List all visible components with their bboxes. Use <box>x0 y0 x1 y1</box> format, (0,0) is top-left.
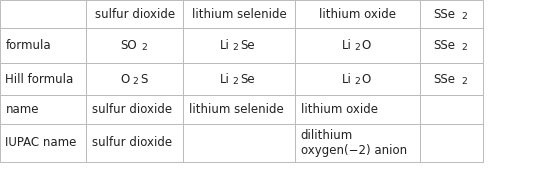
Text: name: name <box>5 103 39 116</box>
Text: Li: Li <box>220 39 230 52</box>
Bar <box>183 95 295 124</box>
Text: lithium selenide: lithium selenide <box>192 8 287 21</box>
Bar <box>295 124 420 162</box>
Text: 2: 2 <box>132 77 138 86</box>
Text: dilithium
oxygen(−2) anion: dilithium oxygen(−2) anion <box>301 129 407 157</box>
Bar <box>86 63 183 95</box>
Text: O: O <box>120 73 129 86</box>
Bar <box>86 95 183 124</box>
Bar <box>420 124 483 162</box>
Bar <box>295 63 420 95</box>
Text: Li: Li <box>220 73 230 86</box>
Text: SSe: SSe <box>434 39 455 52</box>
Text: 2: 2 <box>233 77 239 86</box>
Bar <box>0 28 86 63</box>
Text: SSe: SSe <box>434 73 455 86</box>
Text: lithium selenide: lithium selenide <box>189 103 284 116</box>
Text: lithium oxide: lithium oxide <box>319 8 396 21</box>
Bar <box>0 63 86 95</box>
Text: 2: 2 <box>354 77 360 86</box>
Bar <box>86 28 183 63</box>
Text: Se: Se <box>240 73 255 86</box>
Bar <box>420 63 483 95</box>
Text: 2: 2 <box>354 43 360 53</box>
Bar <box>0 0 86 28</box>
Text: S: S <box>140 73 147 86</box>
Text: IUPAC name: IUPAC name <box>5 136 77 149</box>
Text: sulfur dioxide: sulfur dioxide <box>92 136 172 149</box>
Text: Hill formula: Hill formula <box>5 73 74 86</box>
Text: O: O <box>362 73 371 86</box>
Text: Li: Li <box>341 73 352 86</box>
Bar <box>295 0 420 28</box>
Bar <box>420 28 483 63</box>
Text: sulfur dioxide: sulfur dioxide <box>92 103 172 116</box>
Bar <box>183 63 295 95</box>
Bar <box>420 0 483 28</box>
Bar <box>420 95 483 124</box>
Bar <box>86 0 183 28</box>
Bar <box>295 95 420 124</box>
Text: lithium oxide: lithium oxide <box>301 103 378 116</box>
Text: 2: 2 <box>233 43 239 53</box>
Bar <box>0 124 86 162</box>
Text: Li: Li <box>341 39 352 52</box>
Text: Se: Se <box>240 39 255 52</box>
Text: sulfur dioxide: sulfur dioxide <box>95 8 175 21</box>
Bar <box>183 124 295 162</box>
Text: O: O <box>362 39 371 52</box>
Bar <box>295 28 420 63</box>
Bar <box>183 28 295 63</box>
Text: 2: 2 <box>462 43 467 53</box>
Bar <box>86 124 183 162</box>
Text: 2: 2 <box>462 12 467 21</box>
Text: SO: SO <box>120 39 137 52</box>
Text: formula: formula <box>5 39 51 52</box>
Bar <box>0 95 86 124</box>
Text: SSe: SSe <box>434 8 455 21</box>
Bar <box>183 0 295 28</box>
Text: 2: 2 <box>142 43 147 53</box>
Text: 2: 2 <box>462 77 467 86</box>
